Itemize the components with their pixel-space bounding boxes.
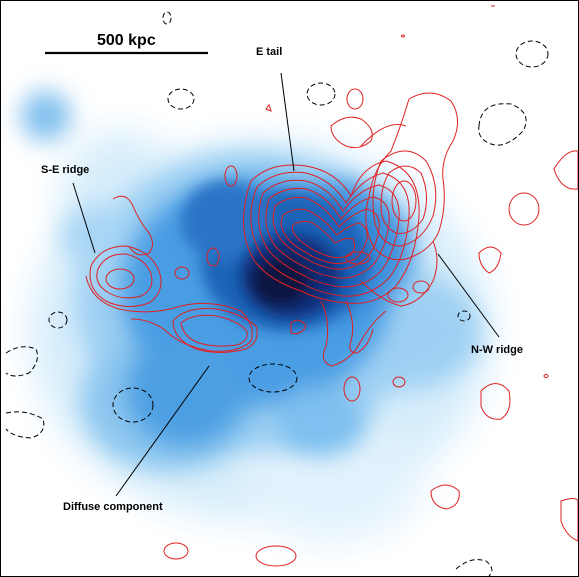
neg-contour [5, 346, 38, 377]
radio-contour [346, 88, 364, 110]
label-nw-ridge: N-W ridge [471, 344, 523, 356]
radio-contour [330, 116, 373, 149]
radio-contour [280, 208, 368, 264]
label-se-ridge: S-E ridge [41, 164, 90, 176]
annotation-leaders [72, 72, 500, 497]
radio-contour [89, 245, 162, 307]
neg-contour [112, 387, 154, 423]
scale-bar-label: 500 kpc [97, 32, 156, 49]
radio-contour [343, 376, 361, 402]
neg-contour [478, 103, 527, 146]
radio-contour [105, 268, 135, 290]
neg-contour [515, 40, 549, 68]
radio-contour [180, 314, 248, 347]
radio-contour [85, 275, 253, 352]
radio-contour [430, 484, 460, 510]
radio-contour [387, 287, 409, 303]
neg-contour [162, 11, 172, 25]
radio-contour [172, 308, 258, 353]
radio-contour [543, 374, 549, 378]
radio-contours [85, 5, 578, 567]
radio-contour [320, 300, 387, 367]
negative-contours [5, 11, 549, 576]
radio-contour [401, 34, 405, 38]
leader-diffuse [115, 365, 210, 497]
radio-contour [391, 180, 417, 222]
radio-contour [265, 103, 272, 112]
radio-contour [508, 192, 540, 226]
radio-contour [392, 376, 406, 388]
radio-contour [560, 498, 578, 542]
xray-emission [21, 91, 491, 541]
radio-contour [360, 124, 407, 147]
radio-contour [174, 266, 190, 280]
neg-contour [306, 82, 336, 106]
radio-contour [96, 253, 153, 299]
radio-contour [480, 383, 511, 420]
radio-contour [345, 300, 374, 354]
radio-contour [255, 545, 297, 567]
neg-contour [167, 88, 195, 110]
leader-nw-ridge [437, 253, 500, 338]
neg-contour [457, 310, 471, 322]
neg-contour [248, 363, 298, 393]
label-diffuse-component: Diffuse component [63, 501, 163, 513]
radio-contour [265, 188, 390, 279]
radio-contour [258, 179, 400, 288]
radio-contour [272, 196, 380, 270]
radio-contour [365, 92, 458, 261]
radio-contour [553, 150, 578, 190]
neg-contour [48, 311, 68, 329]
radio-contour [224, 165, 238, 187]
radio-contour [250, 171, 410, 297]
radio-contour [206, 247, 220, 267]
leader-e-tail [280, 72, 295, 172]
radio-contour [243, 160, 420, 304]
leader-se-ridge [72, 182, 96, 254]
neg-contour [5, 411, 45, 439]
radio-contour [345, 251, 371, 265]
radio-contour [360, 240, 438, 307]
radio-contour [478, 246, 502, 274]
radio-contour [412, 280, 430, 294]
radio-contour [380, 165, 427, 234]
neg-contour [455, 559, 493, 576]
radio-contour [112, 195, 153, 256]
label-e-tail: E tail [256, 46, 283, 58]
radio-contour [291, 220, 356, 259]
radio-contour [163, 542, 189, 560]
radio-contour [290, 319, 307, 335]
